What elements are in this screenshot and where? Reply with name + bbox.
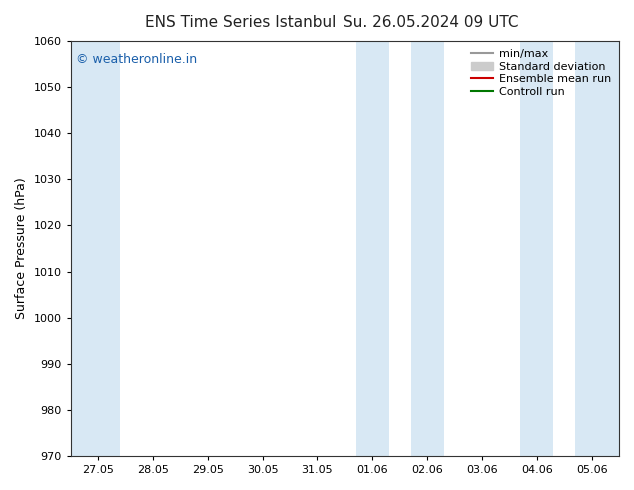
Legend: min/max, Standard deviation, Ensemble mean run, Controll run: min/max, Standard deviation, Ensemble me… — [469, 47, 614, 99]
Bar — [411, 41, 444, 456]
Bar — [575, 41, 619, 456]
Y-axis label: Surface Pressure (hPa): Surface Pressure (hPa) — [15, 178, 28, 319]
Bar — [356, 41, 389, 456]
Bar — [71, 41, 120, 456]
Bar — [521, 41, 553, 456]
Text: ENS Time Series Istanbul: ENS Time Series Istanbul — [145, 15, 337, 30]
Text: Su. 26.05.2024 09 UTC: Su. 26.05.2024 09 UTC — [344, 15, 519, 30]
Text: © weatheronline.in: © weatheronline.in — [76, 53, 197, 67]
